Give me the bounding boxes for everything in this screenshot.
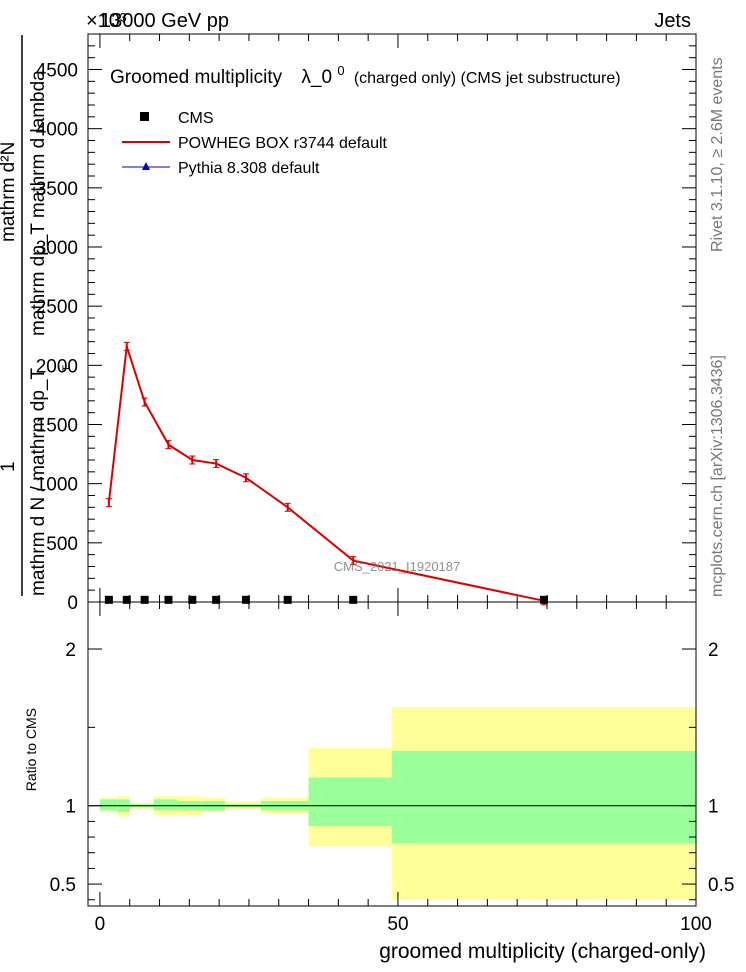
powheg-series-line — [107, 346, 545, 602]
cms-point — [188, 595, 197, 604]
ratio-xtick-label: 50 — [387, 914, 408, 935]
y-label-bottom: mathrm d N / mathrm dp_T — [28, 368, 49, 596]
cms-point — [140, 595, 149, 604]
mcplots-label: mcplots.cern.ch [arXiv:1306.3436] — [709, 355, 726, 597]
ratio-xtick-label: 100 — [680, 914, 712, 935]
main-plot-panel: 0 500 1000 1500 2000 2500 3000 3500 4000 4500 — [36, 33, 697, 614]
ratio-band-inner — [308, 777, 392, 827]
ratio-ytick-label: 2 — [65, 640, 76, 661]
ratio-ytick-label-right: 2 — [708, 640, 719, 661]
ratio-xtick-label: 0 — [95, 914, 106, 935]
ratio-band-inner — [392, 750, 696, 844]
cms-point — [349, 595, 358, 604]
process-label: Jets — [654, 10, 691, 32]
ratio-x-axis: 0 50 100 — [95, 602, 712, 935]
plot-title: Groomed multiplicity λ_0 0 (charged only… — [110, 59, 621, 88]
cms-point — [212, 595, 221, 604]
ratio-band-inner — [99, 799, 118, 811]
legend: CMS POWHEG BOX r3744 default Pythia 8.30… — [122, 110, 388, 177]
main-ytick-label: 1500 — [36, 416, 78, 437]
main-ytick-label: 4000 — [36, 120, 78, 141]
ratio-band-inner — [153, 799, 178, 811]
ratio-bands — [99, 706, 696, 900]
cms-point — [104, 595, 113, 604]
main-y-label: 1 mathrm d²N mathrm dp_T mathrm d lambda… — [0, 35, 73, 596]
main-ytick-label: 1000 — [36, 475, 78, 496]
main-ytick-label: 2500 — [36, 297, 78, 318]
ratio-plot-panel: 0.5 0.5 1 1 2 2 0 50 100 — [50, 601, 734, 935]
cms-point — [283, 595, 292, 604]
rivet-label: Rivet 3.1.10, ≥ 2.6M events — [709, 57, 726, 252]
title-suffix: (charged only) (CMS jet substructure) — [354, 70, 621, 87]
main-ytick-label: 4500 — [36, 61, 78, 82]
ratio-ytick-label: 1 — [65, 797, 76, 818]
legend-powheg-label: POWHEG BOX r3744 default — [178, 135, 388, 152]
main-ytick-label: 3000 — [36, 238, 78, 259]
title-main: Groomed multiplicity — [110, 67, 283, 88]
ratio-plot-frame — [87, 601, 697, 907]
cms-point — [540, 595, 548, 604]
title-sup: 0 — [337, 63, 344, 78]
legend-cms-label: CMS — [178, 110, 214, 127]
main-y-axis: 0 500 1000 1500 2000 2500 3000 3500 4000 4500 — [36, 33, 697, 614]
title-symbol: λ_0 — [301, 67, 332, 88]
ratio-y-axis: 0.5 0.5 1 1 2 2 — [50, 640, 734, 901]
ratio-ytick-label-right: 0.5 — [708, 875, 734, 896]
energy-label: 13000 GeV pp — [100, 10, 229, 32]
y-label-sub: T — [61, 365, 73, 372]
legend-pythia-label: Pythia 8.308 default — [178, 160, 320, 177]
x-axis-label: groomed multiplicity (charged-only) — [379, 940, 706, 963]
cms-point — [122, 595, 131, 604]
watermark: CMS_2021_I1920187 — [334, 559, 461, 574]
y-label-top: mathrm d²N — [0, 142, 19, 242]
ratio-ytick-label: 0.5 — [50, 875, 76, 896]
main-ytick-label: 0 — [67, 593, 78, 614]
main-series-group — [104, 341, 548, 606]
ratio-y-label: Ratio to CMS — [23, 708, 39, 791]
main-ytick-label: 3500 — [36, 179, 78, 200]
cms-point — [164, 595, 173, 604]
cms-point — [241, 595, 250, 604]
legend-cms-marker — [140, 112, 149, 121]
y-label-num: 1 — [0, 461, 19, 472]
main-ytick-label: 2000 — [36, 356, 78, 377]
ratio-ytick-label-right: 1 — [708, 797, 719, 818]
exponent-label: ×10³ — [86, 10, 127, 32]
legend-pythia-marker — [142, 162, 150, 170]
main-ytick-label: 500 — [46, 534, 78, 555]
y-label-den: mathrm dp_T mathrm d lambda — [28, 70, 49, 336]
